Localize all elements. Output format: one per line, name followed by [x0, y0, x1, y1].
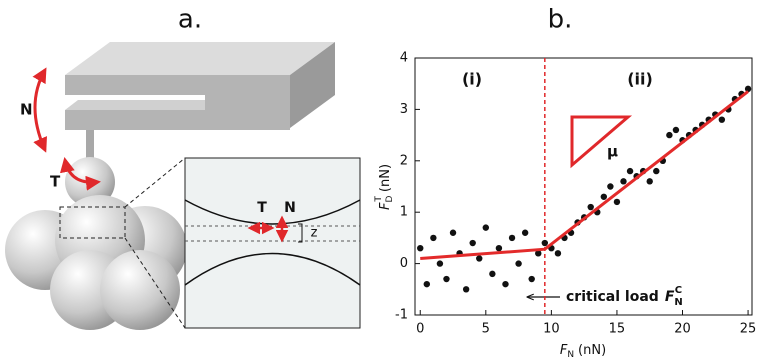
point — [620, 178, 627, 185]
cantilever — [65, 42, 335, 160]
point — [449, 229, 457, 236]
y-tick-label: -1 — [395, 308, 408, 323]
point — [436, 260, 444, 267]
point — [443, 275, 450, 283]
y-tick-label: 0 — [400, 256, 408, 271]
point — [613, 198, 621, 206]
point — [554, 250, 562, 257]
point — [489, 270, 496, 278]
inset — [184, 157, 361, 329]
y-tick-label: 4 — [400, 51, 408, 66]
point — [430, 234, 437, 242]
panel-title: a. — [178, 5, 202, 35]
point — [600, 193, 608, 200]
point — [423, 280, 431, 288]
plot: 0 5 10 15 20 25 -1 0 1 2 3 4 — [395, 51, 756, 337]
x-tick-label: 20 — [674, 322, 691, 337]
x-tick-label: 25 — [740, 322, 757, 337]
unit: (nN) — [378, 164, 393, 192]
annotation: (ii) — [627, 70, 653, 89]
subscript: D — [385, 196, 395, 203]
superscript: C — [675, 285, 682, 296]
symbol: F — [665, 289, 675, 305]
symbol: F — [378, 202, 393, 210]
point — [541, 239, 549, 247]
chart-title: b. — [548, 5, 573, 35]
text: critical load — [566, 289, 659, 305]
x-tick-label: 5 — [482, 322, 490, 337]
annotation: critical load FNC — [566, 285, 683, 308]
x-tick-label: 0 — [416, 322, 424, 337]
y-tick-label: 1 — [400, 205, 408, 220]
annotation: (i) — [462, 70, 482, 89]
label: z — [311, 226, 318, 241]
point — [744, 85, 752, 93]
superscript: T — [374, 196, 384, 203]
point — [587, 203, 594, 211]
unit: (nN) — [578, 343, 606, 358]
point — [469, 239, 476, 247]
label: N — [284, 200, 296, 216]
point — [666, 131, 673, 139]
slope-triangle — [570, 115, 633, 169]
label: N — [20, 101, 33, 119]
label: T — [257, 200, 267, 216]
point — [502, 280, 509, 288]
point — [653, 167, 660, 175]
point — [521, 229, 529, 236]
y-tick-label: 3 — [400, 102, 408, 117]
x-tick-label: 10 — [543, 322, 560, 337]
point — [495, 244, 503, 252]
point — [462, 286, 470, 293]
plot-frame — [414, 57, 753, 316]
arrow — [60, 157, 101, 191]
point — [607, 183, 614, 190]
point — [535, 250, 542, 257]
zoom-line — [124, 157, 186, 208]
point — [417, 244, 424, 252]
zoom-box — [59, 206, 126, 239]
point — [476, 255, 483, 262]
point — [718, 116, 726, 123]
label: T — [50, 173, 61, 191]
symbol: F — [560, 343, 568, 358]
point — [482, 224, 490, 231]
point — [672, 126, 680, 134]
y-axis-label: FDT (nN) — [374, 164, 395, 210]
x-tick-label: 15 — [609, 322, 626, 337]
spheres — [5, 157, 187, 330]
annotation: μ — [607, 143, 618, 161]
subscript: N — [567, 350, 574, 360]
point — [515, 260, 522, 267]
arrow — [32, 67, 47, 153]
x-axis-label: FN (nN) — [560, 343, 606, 360]
point — [626, 167, 634, 175]
fit-line — [420, 90, 749, 260]
point — [528, 275, 535, 283]
subscript: N — [674, 297, 682, 308]
point — [646, 178, 653, 185]
y-tick-label: 2 — [400, 153, 408, 168]
point — [508, 234, 516, 242]
